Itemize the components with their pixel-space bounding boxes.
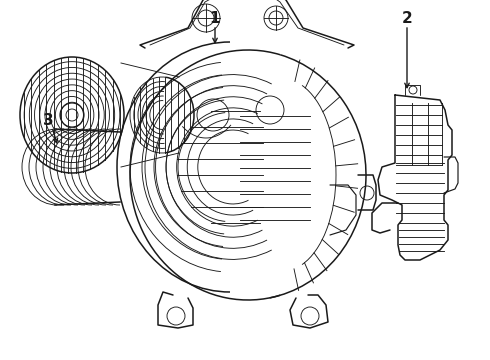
Text: 3: 3 — [43, 112, 53, 127]
Polygon shape — [378, 95, 452, 260]
Text: 2: 2 — [402, 10, 413, 26]
Text: 1: 1 — [210, 10, 220, 26]
